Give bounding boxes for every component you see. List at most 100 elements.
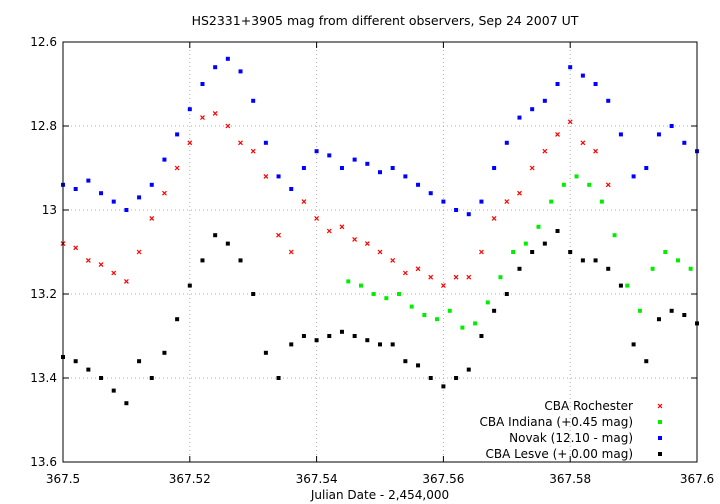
data-point [567,119,573,125]
data-point [339,166,344,170]
data-point [301,199,307,205]
data-point [453,274,459,280]
data-point [288,249,294,255]
data-point [682,140,687,145]
x-tick-label: 367.6 [680,472,714,486]
data-point [162,157,167,162]
data-point [99,191,104,196]
data-point [606,98,611,103]
data-point [390,166,395,170]
data-point [625,283,630,288]
data-point [352,334,357,338]
data-point [688,266,693,271]
legend-marker [658,452,662,456]
data-point [149,215,155,221]
y-tick-label: 12.8 [30,119,57,133]
data-point [200,258,205,263]
data-point [650,266,655,271]
data-point [656,317,661,322]
data-point [428,274,434,280]
data-point [473,321,478,326]
data-point [415,266,421,272]
data-point [314,338,319,343]
data-point [561,182,566,187]
data-point [85,257,91,263]
data-point [225,56,230,61]
x-tick-label: 367.52 [169,472,211,486]
x-tick-labels: 367.5 367.52 367.54 367.56 367.58 367.6 [46,472,714,486]
data-point [454,376,459,380]
data-point [422,313,427,317]
data-point [390,342,395,347]
data-point [301,334,306,338]
data-point [599,199,604,204]
data-point [479,249,484,255]
x-axis-label: Julian Date - 2,454,000 [310,488,449,502]
data-point [326,228,332,234]
y-tick-label: 13 [42,203,57,217]
data-point [656,132,661,137]
data-point [200,115,205,121]
data-point [251,292,256,296]
data-point [137,359,142,364]
data-point [377,249,383,255]
data-point [162,190,167,196]
data-point [111,388,116,393]
data-points [60,56,699,406]
data-point [111,199,116,204]
data-point [212,110,218,116]
data-point [618,283,623,288]
x-tick-label: 367.5 [46,472,80,486]
data-point [663,250,668,254]
data-point [529,165,535,171]
data-point [428,191,433,196]
data-point [454,208,459,212]
data-point [124,401,129,406]
data-point [136,249,142,255]
data-point [593,82,598,86]
data-point [187,283,192,288]
data-point [593,258,598,263]
data-point [263,173,269,179]
data-point [99,376,104,380]
legend: CBA Rochester CBA Indiana (+0.45 mag) Nova… [480,399,663,461]
data-point [555,229,560,233]
data-point [289,187,294,191]
x-tick-label: 367.56 [422,472,464,486]
plot-frame [62,41,698,463]
data-point [238,140,243,146]
data-point [384,296,389,301]
data-point [352,157,357,162]
data-point [568,65,573,70]
data-point [225,241,230,246]
legend-marker [658,420,662,424]
x-tick-label: 367.54 [296,472,338,486]
data-point [402,270,408,276]
data-point [466,212,471,217]
data-point [593,148,598,154]
data-point [213,65,218,70]
data-point [390,257,396,263]
data-point [73,187,78,191]
data-point [504,199,510,205]
data-point [238,69,243,74]
data-point [491,215,497,221]
data-point [73,359,78,364]
data-point [542,148,548,154]
data-point [276,174,281,179]
data-point [175,132,180,137]
legend-label: CBA Indiana (+0.45 mag) [480,415,633,429]
data-point [162,350,167,355]
data-point [644,359,649,364]
data-point [86,367,91,372]
data-point [175,317,180,322]
data-point [416,182,421,187]
data-point [124,208,129,212]
data-point [371,292,376,296]
y-tick-label: 12.6 [30,35,57,49]
data-point [327,153,332,158]
data-point [542,98,547,103]
data-point [466,274,472,280]
data-point [441,199,446,204]
data-point [339,224,345,230]
